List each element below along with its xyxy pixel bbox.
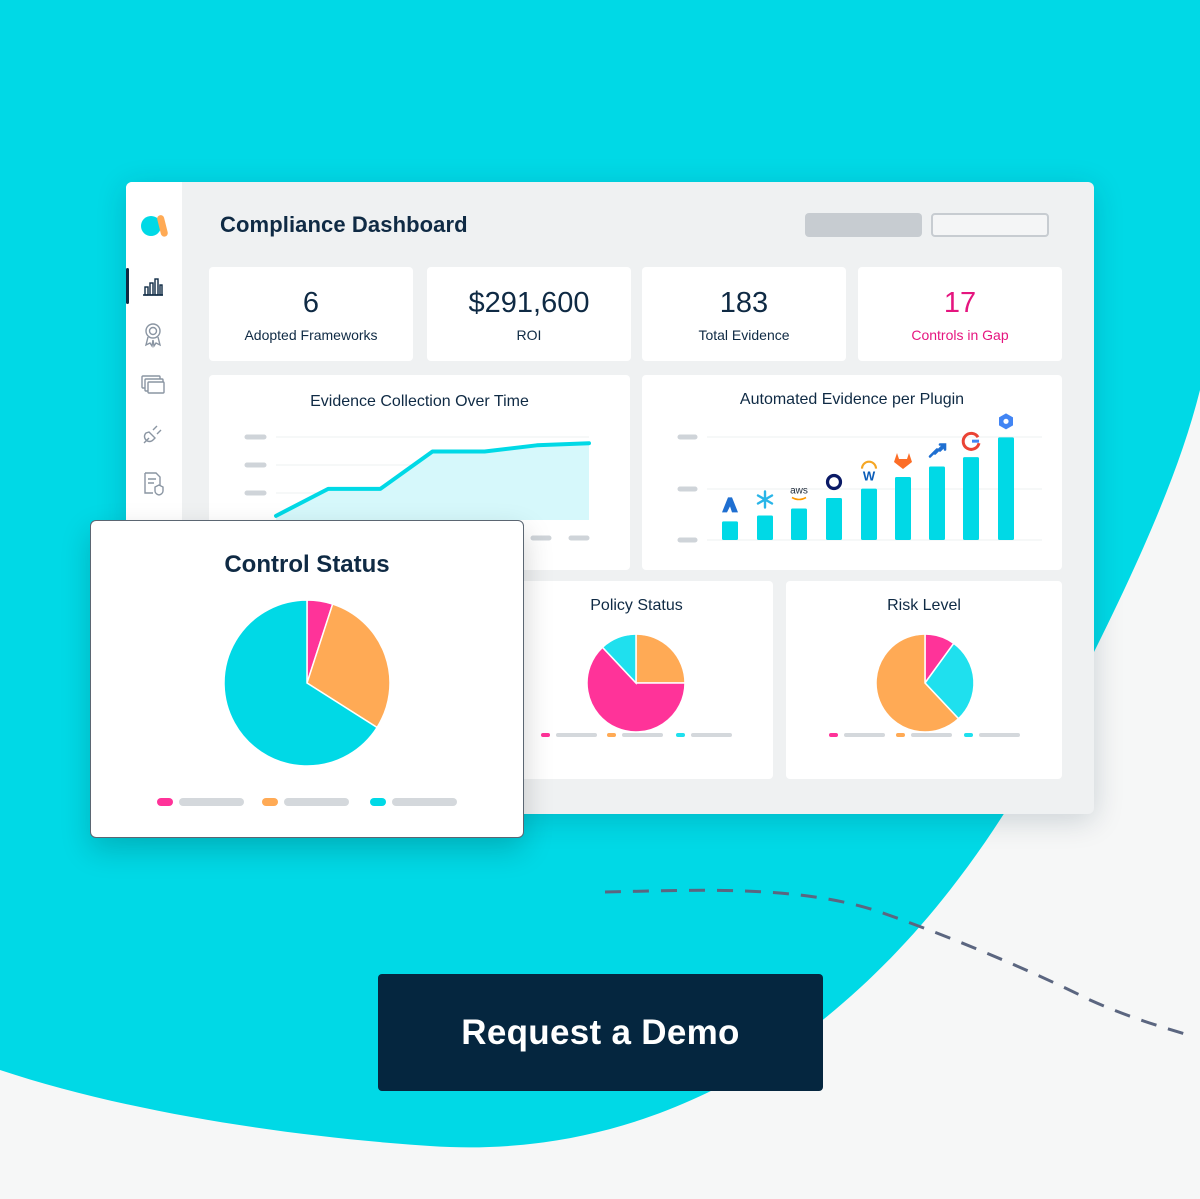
aws-icon: aws bbox=[790, 486, 808, 501]
legend-swatch bbox=[964, 733, 973, 737]
bar-chart-icon[interactable] bbox=[139, 272, 167, 300]
kpi-card-evidence: 183 Total Evidence bbox=[642, 267, 846, 361]
snowflake-icon bbox=[756, 490, 774, 509]
cards-icon[interactable] bbox=[139, 370, 167, 398]
kpi-label: Adopted Frameworks bbox=[244, 327, 378, 343]
pie-slice bbox=[635, 633, 686, 684]
bar bbox=[929, 466, 945, 540]
evidence-area-chart bbox=[244, 434, 591, 541]
legend-label-placeholder bbox=[392, 798, 457, 806]
app-logo bbox=[141, 215, 168, 237]
kpi-value: $291,600 bbox=[468, 287, 590, 319]
legend-swatch bbox=[676, 733, 685, 737]
pie-slice bbox=[586, 646, 686, 733]
chart-title: Policy Status bbox=[590, 597, 683, 614]
award-icon[interactable] bbox=[139, 321, 167, 349]
bar bbox=[963, 457, 979, 540]
gitlab-icon bbox=[894, 453, 912, 469]
kpi-label: Total Evidence bbox=[698, 327, 790, 343]
legend-swatch bbox=[541, 733, 550, 737]
gcp-icon bbox=[999, 413, 1013, 430]
kpi-card-gap: 17 Controls in Gap bbox=[858, 267, 1062, 361]
bar bbox=[998, 437, 1014, 540]
bar bbox=[791, 508, 807, 540]
chart-title: Evidence Collection Over Time bbox=[310, 393, 529, 410]
legend-label-placeholder bbox=[911, 733, 952, 737]
okta-icon bbox=[825, 473, 843, 491]
header-secondary-button[interactable] bbox=[931, 213, 1049, 237]
header-primary-button[interactable] bbox=[805, 213, 922, 237]
control-pie-chart bbox=[157, 599, 457, 806]
pie-slice bbox=[601, 633, 637, 685]
plug-icon[interactable] bbox=[139, 420, 167, 448]
legend-label-placeholder bbox=[179, 798, 244, 806]
policy-shield-icon[interactable] bbox=[139, 470, 167, 498]
pie-slice bbox=[306, 603, 391, 729]
chart-title: Automated Evidence per Plugin bbox=[739, 391, 965, 408]
kpi-card-frameworks: 6 Adopted Frameworks bbox=[209, 267, 413, 361]
google-icon bbox=[961, 431, 981, 451]
legend-swatch bbox=[607, 733, 616, 737]
area-fill bbox=[276, 443, 589, 520]
legend-swatch bbox=[896, 733, 905, 737]
page-title: Compliance Dashboard bbox=[220, 212, 468, 237]
legend-swatch bbox=[370, 798, 386, 806]
bar bbox=[757, 515, 773, 540]
workday-label: W bbox=[863, 469, 876, 484]
request-demo-button[interactable]: Request a Demo bbox=[378, 974, 823, 1091]
kpi-card-roi: $291,600 ROI bbox=[427, 267, 631, 361]
plugin-chart-card: Automated Evidence per Plugin aws W bbox=[642, 375, 1062, 570]
chart-title: Control Status bbox=[224, 551, 390, 578]
pie-slice bbox=[223, 599, 379, 767]
kpi-value: 17 bbox=[943, 287, 977, 319]
legend-swatch bbox=[157, 798, 173, 806]
risk-level-card: Risk Level bbox=[786, 581, 1062, 779]
chart-title: Risk Level bbox=[887, 597, 961, 614]
legend-label-placeholder bbox=[556, 733, 597, 737]
bar bbox=[861, 488, 877, 540]
workday-icon: W bbox=[860, 460, 878, 484]
policy-status-card: Policy Status bbox=[500, 581, 773, 779]
pie-slice bbox=[924, 642, 975, 720]
series-line bbox=[274, 441, 591, 518]
risk-pie-chart bbox=[829, 633, 1020, 737]
legend-label-placeholder bbox=[284, 798, 349, 806]
bar bbox=[826, 498, 842, 540]
legend-swatch bbox=[829, 733, 838, 737]
legend-label-placeholder bbox=[979, 733, 1020, 737]
legend-swatch bbox=[262, 798, 278, 806]
kpi-value: 6 bbox=[302, 287, 320, 319]
control-status-card: Control Status bbox=[90, 520, 524, 838]
kpi-label: Controls in Gap bbox=[911, 327, 1009, 343]
kpi-value: 183 bbox=[719, 287, 769, 319]
legend-label-placeholder bbox=[691, 733, 732, 737]
kpi-label: ROI bbox=[516, 327, 542, 343]
bar bbox=[895, 477, 911, 540]
jira-icon bbox=[928, 443, 947, 458]
plugin-bar-chart: aws W bbox=[677, 413, 1042, 543]
policy-pie-chart bbox=[541, 633, 732, 737]
aws-label: aws bbox=[790, 486, 808, 497]
legend-label-placeholder bbox=[844, 733, 885, 737]
legend-label-placeholder bbox=[622, 733, 663, 737]
bar bbox=[722, 521, 738, 540]
active-indicator bbox=[126, 268, 129, 304]
azure-icon bbox=[722, 497, 738, 513]
pie-slice bbox=[875, 633, 960, 733]
